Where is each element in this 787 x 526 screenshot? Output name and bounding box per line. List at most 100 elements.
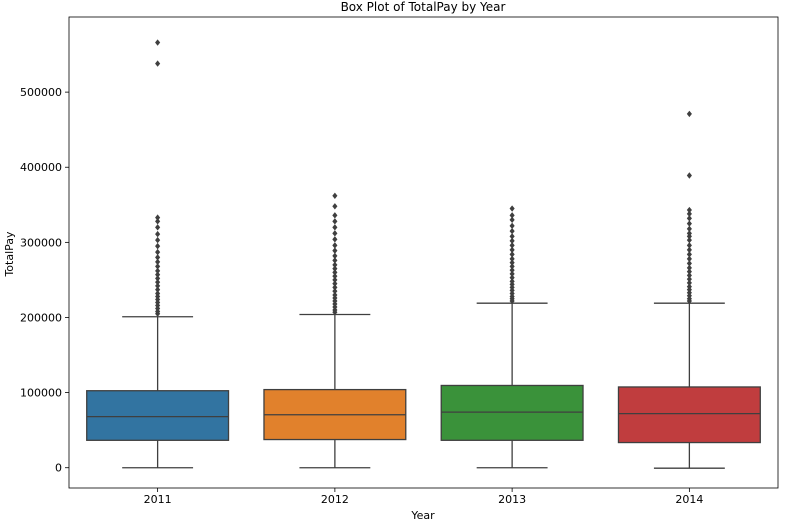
x-tick-label: 2014 xyxy=(675,493,703,506)
outlier-point xyxy=(332,291,338,299)
outlier-point xyxy=(686,210,692,218)
outlier-point xyxy=(686,246,692,254)
outlier-point xyxy=(332,265,338,272)
outlier-point xyxy=(509,216,515,224)
outlier-point xyxy=(332,218,338,225)
outlier-point xyxy=(155,278,161,286)
outlier-point xyxy=(509,274,515,281)
outlier-point xyxy=(332,261,338,269)
outlier-point xyxy=(686,255,692,263)
outlier-point xyxy=(332,236,338,243)
outlier-point xyxy=(332,203,338,210)
x-axis: 2011 2012 2013 2014 xyxy=(144,488,703,506)
outlier-point xyxy=(155,248,161,256)
box-group-2013 xyxy=(440,205,584,469)
outlier-point xyxy=(332,230,338,237)
y-axis-label: TotalPay xyxy=(3,231,16,278)
outlier-point xyxy=(686,230,692,237)
x-axis-label: Year xyxy=(410,509,435,522)
box-iqr xyxy=(617,386,761,444)
outlier-point xyxy=(332,242,338,249)
x-tick-label: 2011 xyxy=(144,493,172,506)
x-tick-label: 2013 xyxy=(498,493,526,506)
outlier-point xyxy=(155,275,161,282)
outlier-point xyxy=(155,39,161,46)
outlier-point xyxy=(332,224,338,231)
y-tick-label: 500000 xyxy=(20,86,62,99)
outlier-point xyxy=(155,290,161,297)
outlier-point xyxy=(509,259,515,266)
chart-title: Box Plot of TotalPay by Year xyxy=(341,0,506,14)
plot-frame xyxy=(68,16,779,489)
outlier-point xyxy=(509,266,515,274)
outlier-point xyxy=(686,251,692,258)
box-group-2014 xyxy=(617,110,761,469)
box-group-2012 xyxy=(263,192,407,469)
outlier-point xyxy=(509,227,515,235)
outlier-point xyxy=(686,272,692,279)
box-iqr xyxy=(440,384,584,441)
outlier-point xyxy=(332,284,338,291)
outlier-point xyxy=(686,215,692,222)
outlier-point xyxy=(332,252,338,260)
outlier-point xyxy=(509,251,515,258)
y-axis: 0 100000 200000 300000 400000 500000 xyxy=(20,86,69,475)
outlier-point xyxy=(332,269,338,276)
outlier-point xyxy=(686,279,692,287)
outlier-point xyxy=(332,287,338,295)
outlier-point xyxy=(686,172,692,179)
outlier-point xyxy=(686,225,692,233)
y-tick-label: 300000 xyxy=(20,236,62,249)
outlier-point xyxy=(509,205,515,212)
outlier-point xyxy=(686,275,692,283)
outlier-point xyxy=(509,255,515,263)
outlier-point xyxy=(686,206,692,214)
outlier-point xyxy=(686,283,692,290)
outlier-point xyxy=(332,247,338,254)
outlier-point xyxy=(155,218,161,225)
outlier-point xyxy=(155,286,161,293)
outlier-point xyxy=(155,271,161,278)
box-iqr xyxy=(86,390,230,441)
outlier-point xyxy=(155,254,161,261)
outlier-point xyxy=(509,278,515,285)
y-tick-label: 400000 xyxy=(20,161,62,174)
outlier-point xyxy=(509,222,515,230)
outlier-point xyxy=(686,260,692,267)
outlier-point xyxy=(332,272,338,280)
outlier-point xyxy=(155,263,161,270)
box-group-2011 xyxy=(86,39,230,469)
outlier-point xyxy=(332,257,338,264)
outlier-point xyxy=(155,267,161,275)
outlier-point xyxy=(686,110,692,118)
outlier-point xyxy=(509,212,515,219)
outlier-point xyxy=(332,276,338,284)
outlier-point xyxy=(509,237,515,245)
outlier-point xyxy=(686,220,692,227)
outlier-point xyxy=(155,224,161,231)
outlier-point xyxy=(686,242,692,249)
outlier-point xyxy=(509,263,515,270)
outlier-point xyxy=(686,236,692,244)
plot-area xyxy=(86,39,761,469)
outlier-point xyxy=(155,60,161,67)
outlier-point xyxy=(155,258,161,266)
y-tick-label: 100000 xyxy=(20,387,62,400)
outlier-point xyxy=(509,270,515,278)
x-tick-label: 2012 xyxy=(321,493,349,506)
outlier-point xyxy=(155,282,161,290)
outlier-point xyxy=(155,214,161,221)
outlier-point xyxy=(686,268,692,275)
outlier-point xyxy=(332,280,338,287)
y-tick-label: 200000 xyxy=(20,311,62,324)
outlier-point xyxy=(509,242,515,249)
outlier-point xyxy=(332,212,338,219)
y-tick-label: 0 xyxy=(55,462,62,475)
outlier-point xyxy=(686,264,692,272)
outlier-point xyxy=(509,233,515,240)
outlier-point xyxy=(155,242,161,250)
outlier-point xyxy=(155,236,161,244)
outlier-point xyxy=(155,230,161,238)
outlier-point xyxy=(332,192,338,199)
